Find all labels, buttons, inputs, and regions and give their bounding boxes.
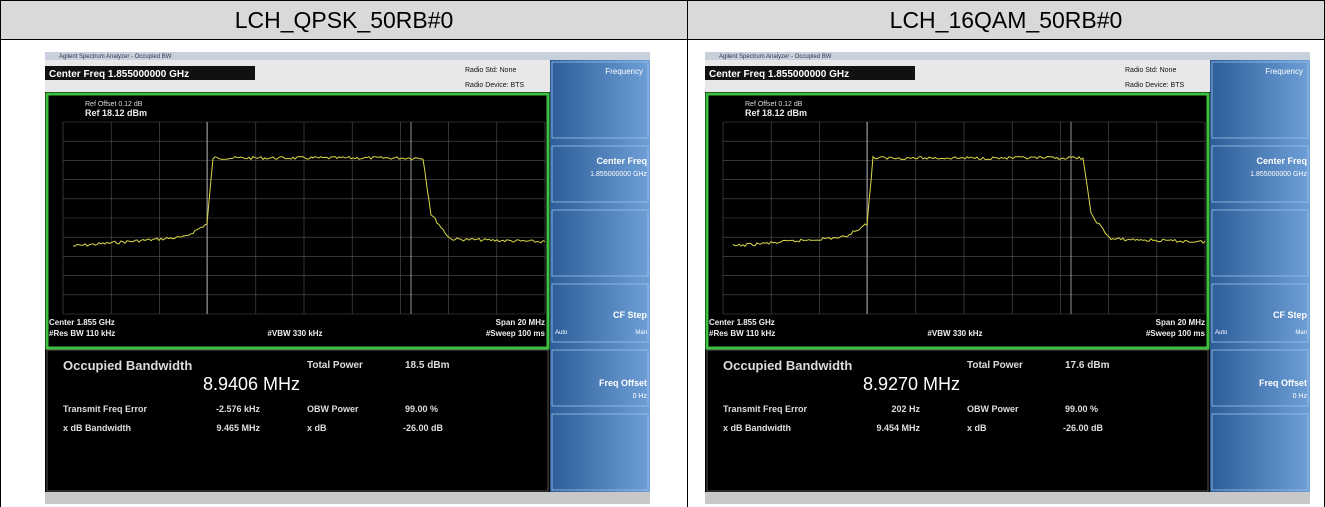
softkey-center: Center Freq [596, 156, 647, 166]
xdb: -26.00 dB [403, 423, 444, 433]
ref-offset: Ref Offset 0.12 dB [745, 101, 803, 108]
softkey-man: Man [635, 330, 647, 336]
tfe-label: Transmit Freq Error [63, 404, 148, 414]
obw-power: 99.00 % [405, 404, 438, 414]
softkey-center-value: 1.855000000 GHz [590, 171, 647, 178]
obw-power-label: OBW Power [307, 404, 359, 414]
cell-border [687, 40, 688, 507]
softkey-cf-step: CF Step [613, 310, 648, 320]
softkey-offset-value: 0 Hz [633, 393, 648, 400]
total-power-label: Total Power [307, 360, 363, 371]
total-power-label: Total Power [967, 360, 1023, 371]
cell-border [0, 40, 1, 507]
analyzer-screenshot: Agilent Spectrum Analyzer - Occupied BW C… [705, 52, 1310, 504]
window-title: Agilent Spectrum Analyzer - Occupied BW [719, 54, 832, 60]
document-page: LCH_QPSK_50RB#0 LCH_16QAM_50RB#0 Agilent… [0, 0, 1325, 507]
xdb-bw-label: x dB Bandwidth [63, 423, 131, 433]
tfe: -2.576 kHz [216, 404, 261, 414]
obw-label: Occupied Bandwidth [723, 358, 852, 373]
softkey-offset: Freq Offset [599, 378, 647, 388]
softkey-cf-step: CF Step [1273, 310, 1308, 320]
center: Center 1.855 GHz [49, 318, 115, 327]
span: Span 20 MHz [496, 318, 545, 327]
softkey-center: Center Freq [1256, 156, 1307, 166]
softkey-man: Man [1295, 330, 1307, 336]
vbw: #VBW 330 kHz [267, 329, 322, 338]
obw-power-label: OBW Power [967, 404, 1019, 414]
analyzer-screenshot: Agilent Spectrum Analyzer - Occupied BW C… [45, 52, 650, 504]
softkey-offset: Freq Offset [1259, 378, 1307, 388]
res-bw: #Res BW 110 kHz [709, 329, 775, 338]
xdb: -26.00 dB [1063, 423, 1104, 433]
span: Span 20 MHz [1156, 318, 1205, 327]
xdb-bw: 9.465 MHz [216, 423, 260, 433]
xdb-bw: 9.454 MHz [876, 423, 920, 433]
graph-border [707, 94, 1208, 348]
status-bar [705, 492, 1310, 504]
radio-device: Radio Device: BTS [1125, 82, 1184, 89]
window-title: Agilent Spectrum Analyzer - Occupied BW [59, 54, 172, 60]
sweep: #Sweep 100 ms [486, 329, 546, 338]
xdb-label: x dB [307, 423, 327, 433]
total-power: 18.5 dBm [405, 360, 450, 371]
obw-value: 8.9270 MHz [863, 374, 960, 394]
xdb-label: x dB [967, 423, 987, 433]
total-power: 17.6 dBm [1065, 360, 1110, 371]
softkey-auto: Auto [1215, 330, 1228, 336]
table-header: LCH_QPSK_50RB#0 [0, 0, 688, 40]
graph-border [47, 94, 548, 348]
tfe: 202 Hz [891, 404, 920, 414]
softkey-auto: Auto [555, 330, 568, 336]
res-bw: #Res BW 110 kHz [49, 329, 115, 338]
center-freq: Center Freq 1.855000000 GHz [49, 69, 189, 80]
softkey-offset-value: 0 Hz [1293, 393, 1308, 400]
ref-offset: Ref Offset 0.12 dB [85, 101, 143, 108]
softkey-menu: Frequency [605, 67, 643, 76]
ref-level: Ref 18.12 dBm [745, 108, 807, 118]
softkey-center-value: 1.855000000 GHz [1250, 171, 1307, 178]
xdb-bw-label: x dB Bandwidth [723, 423, 791, 433]
status-bar [45, 492, 650, 504]
radio-device: Radio Device: BTS [465, 82, 524, 89]
ref-level: Ref 18.12 dBm [85, 108, 147, 118]
sweep: #Sweep 100 ms [1146, 329, 1206, 338]
radio-std: Radio Std: None [465, 67, 516, 74]
tfe-label: Transmit Freq Error [723, 404, 808, 414]
center: Center 1.855 GHz [709, 318, 775, 327]
softkey-menu: Frequency [1265, 67, 1303, 76]
center-freq: Center Freq 1.855000000 GHz [709, 69, 849, 80]
obw-label: Occupied Bandwidth [63, 358, 192, 373]
table-header: LCH_16QAM_50RB#0 [687, 0, 1325, 40]
obw-value: 8.9406 MHz [203, 374, 300, 394]
vbw: #VBW 330 kHz [927, 329, 982, 338]
radio-std: Radio Std: None [1125, 67, 1176, 74]
obw-power: 99.00 % [1065, 404, 1098, 414]
